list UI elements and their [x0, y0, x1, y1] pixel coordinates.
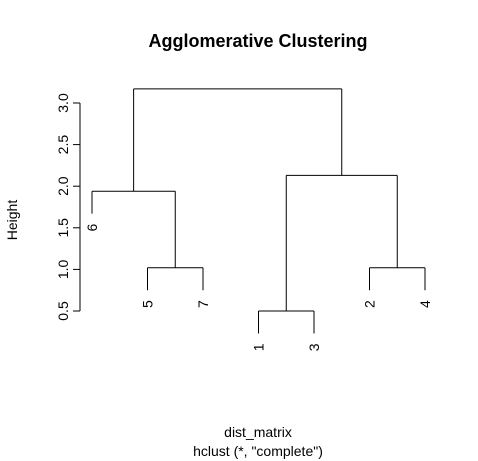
- leaf-label: 1: [251, 343, 267, 351]
- leaf-label: 5: [140, 300, 156, 308]
- y-axis: 0.5 1.0 1.5 2.0 2.5 3.0: [55, 93, 81, 321]
- y-tick-label: 2.0: [55, 176, 71, 196]
- leaf-label: 7: [195, 300, 211, 308]
- y-tick-label: 2.5: [55, 135, 71, 155]
- leaf-label: 3: [306, 343, 322, 351]
- leaf-label: 2: [362, 300, 378, 308]
- y-axis-label: Height: [4, 200, 20, 241]
- chart-title: Agglomerative Clustering: [148, 31, 367, 51]
- leaf-label: 4: [417, 300, 433, 308]
- leaf-labels: 1 3 5 7 2 4 6: [84, 223, 433, 351]
- method-sublabel: hclust (*, "complete"): [193, 443, 323, 459]
- x-axis-label: dist_matrix: [224, 424, 292, 440]
- y-tick-label: 3.0: [55, 93, 71, 113]
- y-tick-label: 0.5: [55, 301, 71, 321]
- y-tick-label: 1.5: [55, 218, 71, 238]
- dendrogram-tree: [91, 88, 426, 334]
- y-tick-label: 1.0: [55, 259, 71, 279]
- leaf-label: 6: [84, 223, 100, 231]
